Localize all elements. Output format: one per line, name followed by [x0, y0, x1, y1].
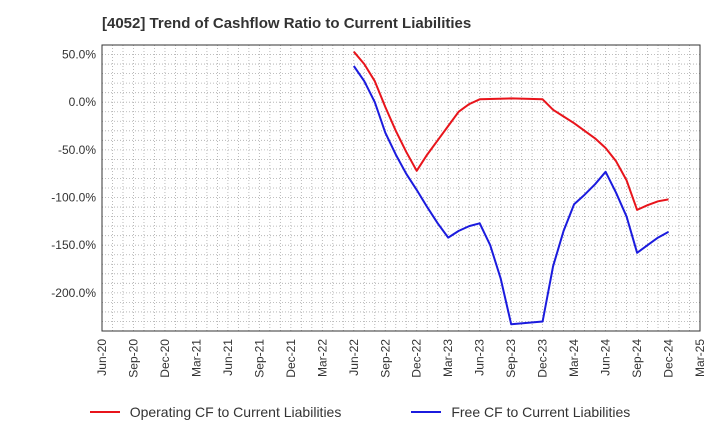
legend-swatch-operating-cf [89, 411, 120, 413]
x-tick-label: Mar-23 [441, 339, 455, 377]
x-tick-label: Dec-21 [284, 339, 298, 378]
x-tick-label: Sep-22 [378, 339, 392, 378]
free-cf-line [352, 65, 669, 326]
y-tick-label: 0.0% [69, 95, 97, 109]
y-tick-label: -100.0% [51, 191, 96, 205]
operating-cf-line [353, 51, 669, 211]
x-tick-label: Jun-24 [599, 339, 613, 376]
legend-item-operating-cf: Operating CF to Current Liabilities [89, 404, 342, 420]
x-tick-label: Dec-24 [662, 339, 676, 378]
x-tick-label: Jun-21 [221, 339, 235, 376]
x-tick-label: Jun-23 [473, 339, 487, 376]
legend-swatch-free-cf [411, 411, 442, 413]
x-tick-label: Dec-23 [536, 339, 550, 378]
x-tick-label: Sep-23 [504, 339, 518, 378]
x-tick-label: Mar-21 [189, 339, 203, 377]
y-tick-label: 50.0% [62, 48, 96, 62]
chart-title: [4052] Trend of Cashflow Ratio to Curren… [102, 15, 472, 32]
legend-label-free-cf: Free CF to Current Liabilities [451, 404, 631, 420]
x-tick-label: Dec-22 [410, 339, 424, 378]
y-tick-label: -50.0% [58, 143, 96, 157]
x-tick-label: Mar-24 [567, 339, 581, 377]
x-tick-label: Jun-20 [95, 339, 109, 376]
x-tick-label: Jun-22 [347, 339, 361, 376]
x-tick-label: Sep-20 [126, 339, 140, 378]
y-tick-label: -200.0% [51, 286, 96, 300]
x-tick-label: Sep-21 [252, 339, 266, 378]
legend-label-operating-cf: Operating CF to Current Liabilities [129, 404, 342, 420]
x-tick-label: Sep-24 [630, 339, 644, 378]
x-tick-label: Mar-25 [693, 339, 707, 377]
legend-item-free-cf: Free CF to Current Liabilities [411, 404, 630, 420]
x-tick-label: Dec-20 [158, 339, 172, 378]
x-tick-label: Mar-22 [315, 339, 329, 377]
plot-frame [101, 44, 701, 332]
y-tick-label: -150.0% [51, 238, 96, 252]
legend: Operating CF to Current Liabilities Free… [0, 404, 720, 420]
